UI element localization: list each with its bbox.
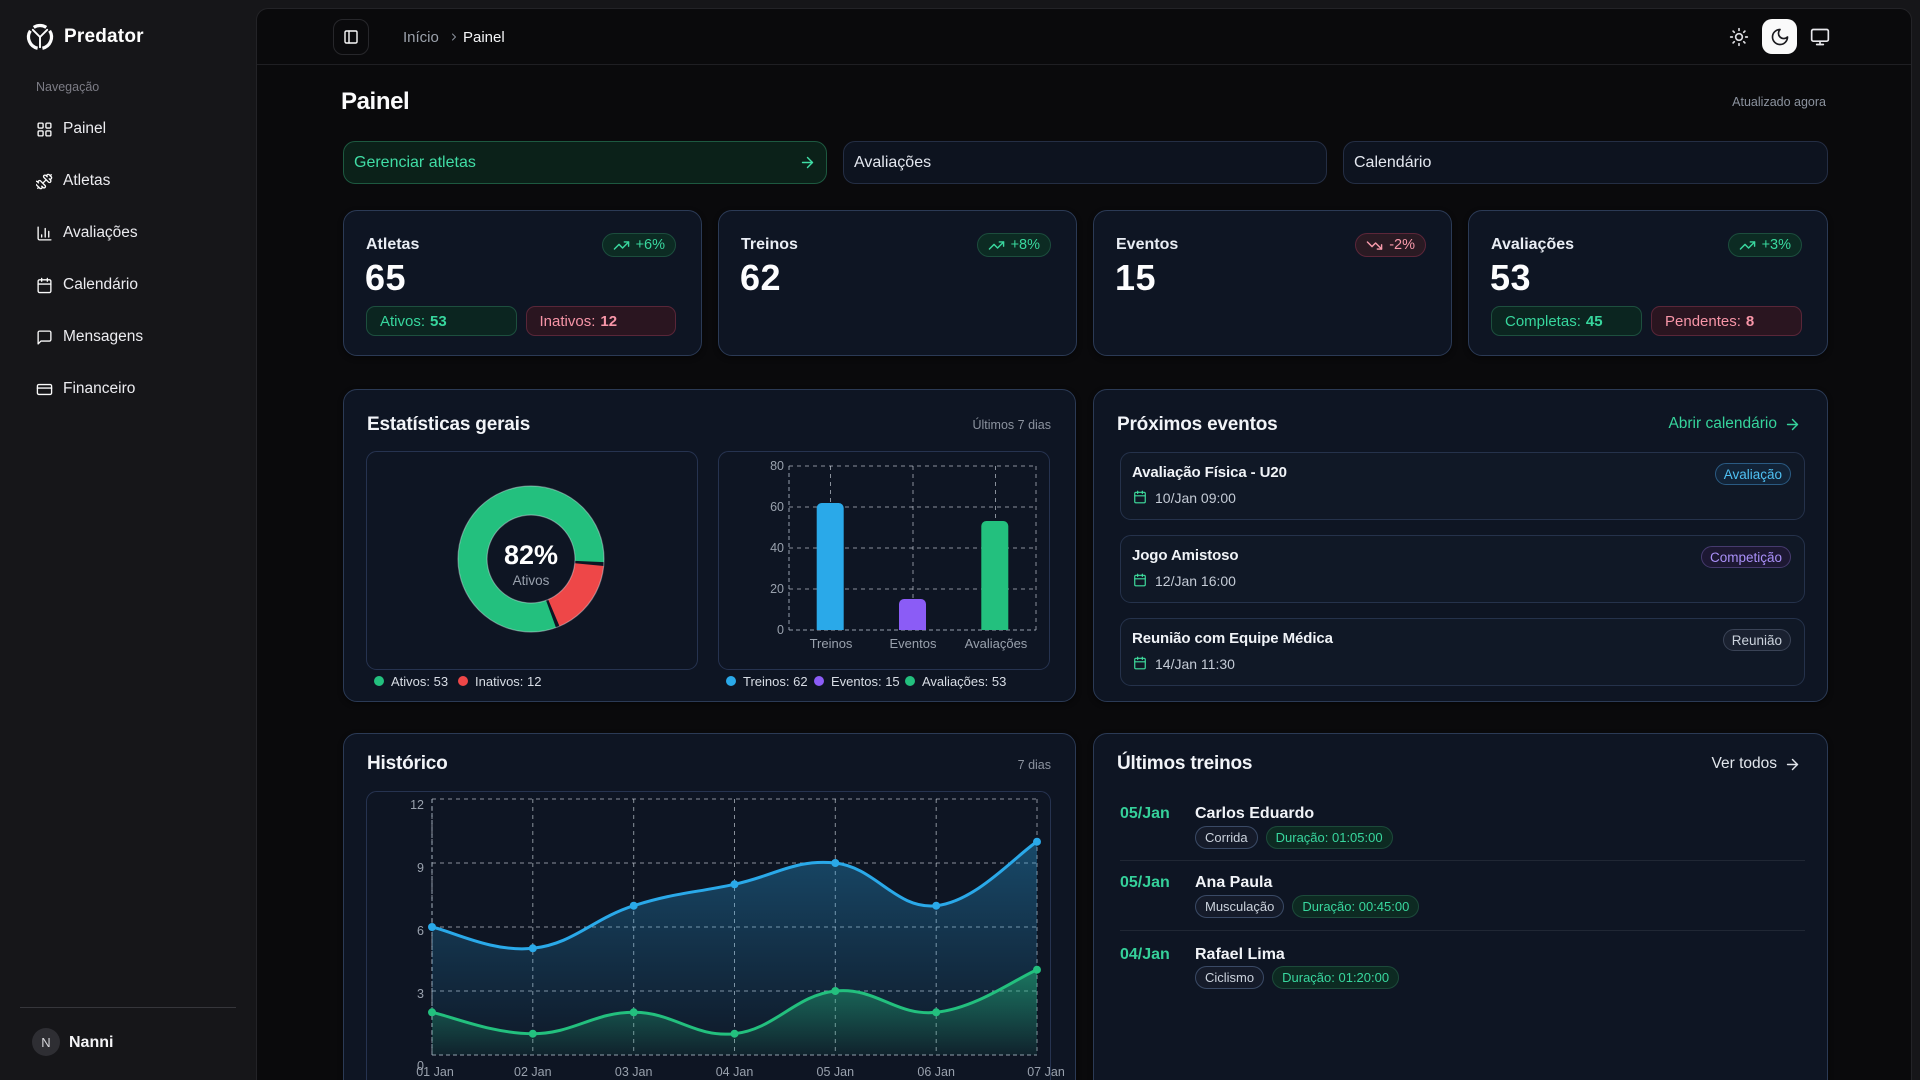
svg-text:02 Jan: 02 Jan	[514, 1065, 552, 1079]
svg-text:Avaliações: 53: Avaliações: 53	[922, 674, 1006, 689]
svg-text:05 Jan: 05 Jan	[817, 1065, 855, 1079]
svg-text:20: 20	[770, 582, 784, 596]
svg-text:12: 12	[410, 798, 424, 812]
svg-text:Ativos: 53: Ativos: 53	[391, 674, 448, 689]
svg-text:0: 0	[777, 623, 784, 637]
svg-text:0: 0	[417, 1059, 424, 1073]
svg-text:60: 60	[770, 500, 784, 514]
svg-text:9: 9	[417, 861, 424, 875]
svg-text:Treinos: Treinos	[810, 636, 853, 651]
svg-text:3: 3	[417, 987, 424, 1001]
svg-text:82%: 82%	[504, 540, 558, 570]
svg-text:03 Jan: 03 Jan	[615, 1065, 653, 1079]
svg-text:Treinos: 62: Treinos: 62	[743, 674, 808, 689]
svg-text:6: 6	[417, 924, 424, 938]
svg-text:Eventos: Eventos	[890, 636, 937, 651]
svg-text:Avaliações: Avaliações	[965, 636, 1028, 651]
svg-text:07 Jan: 07 Jan	[1027, 1065, 1065, 1079]
svg-text:06 Jan: 06 Jan	[917, 1065, 955, 1079]
svg-text:04 Jan: 04 Jan	[716, 1065, 754, 1079]
svg-text:Inativos: 12: Inativos: 12	[475, 674, 542, 689]
svg-text:Eventos: 15: Eventos: 15	[831, 674, 900, 689]
svg-text:40: 40	[770, 541, 784, 555]
svg-text:Ativos: Ativos	[513, 573, 550, 588]
svg-text:01 Jan: 01 Jan	[416, 1065, 454, 1079]
svg-text:80: 80	[770, 459, 784, 473]
